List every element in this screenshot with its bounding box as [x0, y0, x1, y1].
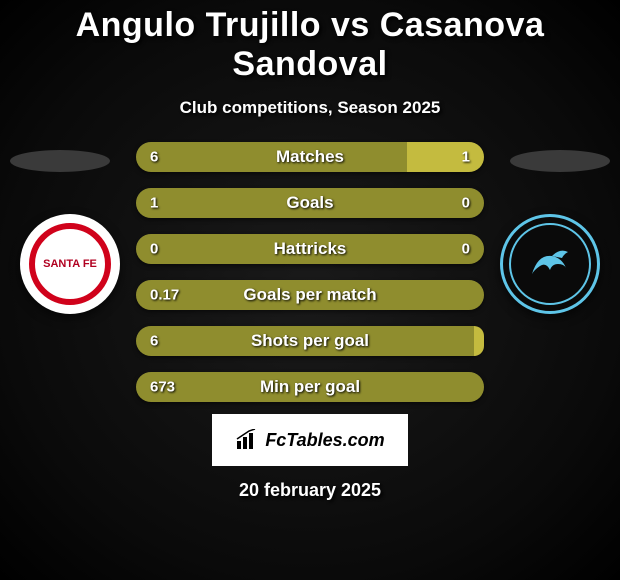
- stat-value-left: 0.17: [150, 287, 179, 304]
- stat-row: Hattricks00: [136, 234, 484, 264]
- stat-row: Goals per match0.17: [136, 280, 484, 310]
- stat-value-left: 6: [150, 333, 158, 350]
- stat-value-left: 1: [150, 195, 158, 212]
- stat-bar-left: [136, 142, 407, 172]
- watermark[interactable]: FcTables.com: [212, 414, 408, 466]
- team-crest-left: SANTA FE: [20, 214, 120, 314]
- watermark-text: FcTables.com: [265, 430, 384, 451]
- stat-row: Shots per goal6: [136, 326, 484, 356]
- stat-bar-left: [136, 326, 474, 356]
- stat-value-left: 0: [150, 241, 158, 258]
- stat-row: Min per goal673: [136, 372, 484, 402]
- subtitle: Club competitions, Season 2025: [0, 98, 620, 118]
- page-title: Angulo Trujillo vs Casanova Sandoval: [0, 0, 620, 84]
- stat-value-right: 0: [462, 195, 470, 212]
- player-shadow-left: [10, 150, 110, 172]
- stat-value-left: 673: [150, 379, 175, 396]
- stat-value-right: 0: [462, 241, 470, 258]
- player-shadow-right: [510, 150, 610, 172]
- stat-value-left: 6: [150, 149, 158, 166]
- dragon-icon: [520, 234, 580, 294]
- stat-row: Matches61: [136, 142, 484, 172]
- stats-list: Matches61Goals10Hattricks00Goals per mat…: [136, 142, 484, 418]
- stat-row: Goals10: [136, 188, 484, 218]
- team-crest-left-ring: SANTA FE: [29, 223, 111, 305]
- stat-bar-left: [136, 372, 484, 402]
- stat-bar-left: [136, 280, 484, 310]
- stat-bar-right: [407, 142, 484, 172]
- date-label: 20 february 2025: [0, 480, 620, 501]
- stat-value-right: 1: [462, 149, 470, 166]
- team-crest-right: [500, 214, 600, 314]
- chart-icon: [235, 429, 261, 451]
- stat-bar-left: [136, 188, 484, 218]
- team-crest-left-label: SANTA FE: [43, 258, 97, 270]
- team-crest-right-ring: [509, 223, 591, 305]
- stat-bar-right: [474, 326, 484, 356]
- stat-bar-left: [136, 234, 484, 264]
- comparison-panel: SANTA FE Matches61Goals10Hattricks00Goal…: [0, 146, 620, 406]
